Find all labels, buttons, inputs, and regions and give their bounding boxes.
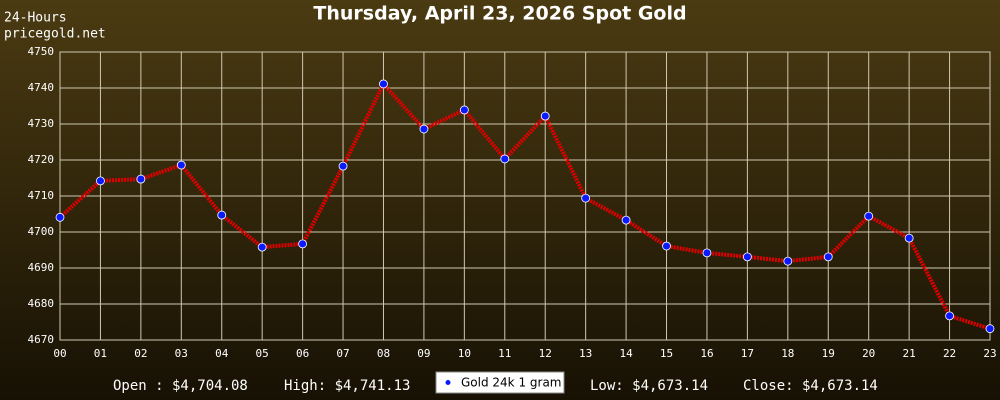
marker (379, 79, 388, 89)
marker (904, 233, 914, 243)
x-tick-label: 08 (377, 347, 390, 360)
stat-label: Close: $4,673.14 (743, 378, 878, 394)
x-tick-label: 18 (781, 347, 794, 360)
y-tick-label: 4720 (28, 153, 55, 166)
marker (217, 210, 227, 220)
marker (500, 154, 510, 164)
marker (864, 211, 874, 221)
marker (96, 176, 105, 186)
marker (136, 174, 146, 184)
x-tick-label: 12 (539, 347, 552, 360)
y-tick-label: 4740 (28, 81, 55, 94)
x-tick-label: 01 (94, 347, 107, 360)
x-tick-label: 00 (53, 347, 66, 360)
y-tick-label: 4700 (28, 225, 55, 238)
x-tick-label: 14 (619, 347, 633, 360)
marker (621, 215, 631, 225)
x-tick-label: 17 (741, 347, 754, 360)
marker (55, 212, 65, 222)
x-tick-label: 21 (903, 347, 916, 360)
marker (823, 252, 833, 262)
marker (338, 161, 348, 171)
marker (945, 311, 954, 321)
x-tick-label: 19 (822, 347, 835, 360)
marker (459, 105, 469, 115)
x-tick-label: 13 (579, 347, 592, 360)
marker (581, 193, 591, 203)
legend-label: Gold 24k 1 gram (461, 376, 561, 390)
marker (298, 239, 308, 249)
y-tick-label: 4710 (28, 189, 55, 202)
marker (176, 160, 186, 170)
marker (783, 256, 793, 266)
y-tick-label: 4680 (28, 297, 55, 310)
x-tick-label: 09 (417, 347, 430, 360)
corner-text: pricegold.net (4, 27, 106, 42)
x-tick-label: 07 (336, 347, 349, 360)
stat-label: Open : $4,704.08 (113, 378, 248, 394)
corner-text: 24-Hours (4, 11, 67, 26)
y-tick-label: 4690 (28, 261, 55, 274)
x-tick-label: 15 (660, 347, 673, 360)
marker (985, 324, 995, 334)
x-tick-label: 02 (134, 347, 147, 360)
legend-marker (445, 380, 451, 385)
x-tick-label: 16 (700, 347, 713, 360)
x-tick-label: 06 (296, 347, 309, 360)
stat-label: High: $4,741.13 (284, 378, 410, 394)
marker (662, 241, 671, 251)
chart-title: Thursday, April 23, 2026 Spot Gold (313, 3, 686, 25)
x-tick-label: 10 (458, 347, 471, 360)
stat-label: Low: $4,673.14 (590, 378, 708, 394)
marker (257, 242, 267, 252)
x-tick-label: 11 (498, 347, 511, 360)
x-tick-label: 23 (983, 347, 996, 360)
legend-box (435, 371, 565, 394)
x-tick-label: 03 (175, 347, 188, 360)
y-tick-label: 4750 (28, 45, 55, 58)
marker (702, 248, 712, 258)
line (58, 80, 991, 331)
marker (742, 252, 752, 262)
y-tick-label: 4670 (28, 333, 55, 346)
marker (419, 124, 429, 134)
marker (540, 111, 550, 121)
x-tick-label: 20 (862, 347, 875, 360)
x-tick-label: 04 (215, 347, 229, 360)
x-tick-label: 05 (256, 347, 269, 360)
y-tick-label: 4730 (28, 117, 55, 130)
x-tick-label: 22 (943, 347, 956, 360)
